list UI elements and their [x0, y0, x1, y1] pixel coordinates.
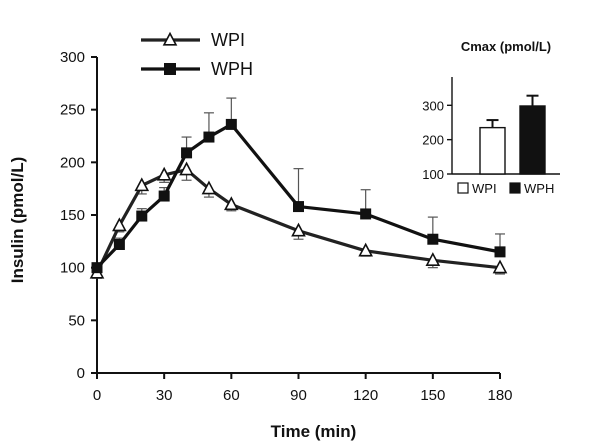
point-wph	[113, 238, 125, 250]
x-tick-label: 120	[353, 387, 378, 404]
y-tick-label: 100	[60, 260, 85, 277]
main-plot-area	[89, 97, 508, 279]
y-tick-label: 0	[77, 365, 85, 382]
point-wph	[181, 147, 193, 159]
y-tick-label: 50	[68, 312, 85, 329]
y-tick-label: 150	[60, 207, 85, 224]
y-tick-label: 200	[60, 154, 85, 171]
inset-legend-swatch-wph	[509, 182, 521, 194]
point-wph	[293, 201, 304, 213]
cmax-inset-chart: Cmax (pmol/L) 100 200 300 WPI WPH	[422, 39, 560, 196]
y-tick-label: 300	[60, 49, 85, 66]
inset-title: Cmax (pmol/L)	[461, 39, 551, 54]
point-wpi	[425, 252, 441, 266]
point-wph	[360, 208, 372, 220]
point-wph	[91, 262, 103, 274]
inset-bar-wpi	[479, 126, 506, 175]
inset-y-tick-label: 200	[422, 133, 444, 148]
x-tick-label: 0	[93, 387, 101, 404]
main-axes: 0 50 100 150 200 250 300 0 30 60 90 120 150 180 Time (…	[8, 49, 513, 441]
inset-y-tick-label: 100	[422, 167, 444, 182]
x-tick-label: 60	[223, 387, 240, 404]
point-wph	[136, 210, 148, 222]
legend: WPI WPH	[141, 30, 253, 79]
legend-marker-wpi	[162, 31, 178, 46]
point-wph	[203, 131, 215, 143]
inset-bar-wph	[519, 105, 546, 175]
inset-legend-swatch-wpi	[457, 182, 469, 194]
legend-marker-wph	[164, 63, 176, 75]
point-wph	[158, 190, 170, 202]
legend-label-wph: WPH	[211, 59, 253, 79]
point-wpi	[492, 259, 508, 274]
inset-legend-label-wph: WPH	[524, 181, 554, 196]
y-tick-label: 250	[60, 102, 85, 119]
inset-y-tick-label: 300	[422, 98, 444, 113]
point-wpi	[224, 196, 239, 211]
x-tick-label: 180	[487, 387, 512, 404]
point-wpi	[134, 177, 150, 192]
y-axis-title: Insulin (pmol/L)	[8, 157, 27, 284]
inset-legend-label-wpi: WPI	[472, 181, 497, 196]
point-wpi	[358, 242, 373, 257]
point-wpi	[156, 166, 172, 181]
point-wph	[427, 233, 439, 245]
legend-label-wpi: WPI	[211, 30, 245, 50]
x-tick-label: 90	[290, 387, 307, 404]
point-wpi	[291, 222, 306, 237]
x-tick-label: 150	[420, 387, 445, 404]
point-wph	[494, 246, 506, 258]
x-axis-title: Time (min)	[271, 422, 357, 441]
x-tick-label: 30	[156, 387, 173, 404]
point-wpi	[112, 217, 127, 232]
point-wpi	[179, 161, 194, 176]
point-wph	[225, 118, 237, 130]
point-wpi	[201, 180, 217, 195]
